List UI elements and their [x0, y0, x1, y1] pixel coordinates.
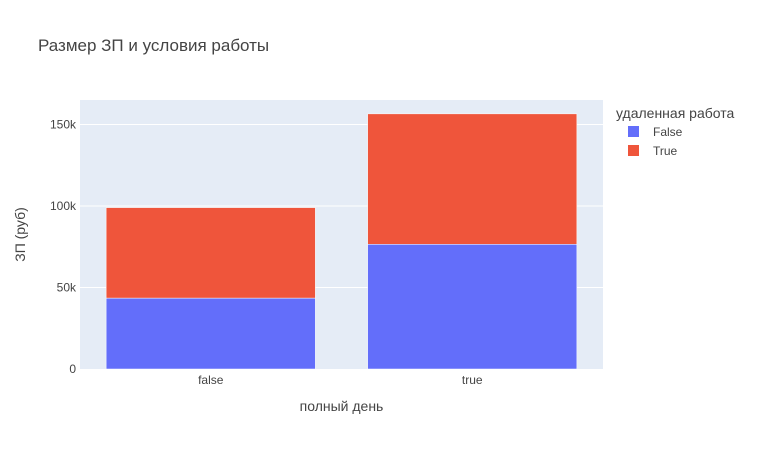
y-tick-label: 0: [69, 362, 76, 376]
legend-label-false: False: [653, 125, 683, 139]
y-tick-label: 100k: [50, 199, 77, 213]
bars: [105, 113, 578, 370]
y-tick-label: 150k: [50, 117, 77, 131]
legend: удаленная работа False True: [616, 105, 734, 158]
x-tick-label: false: [198, 373, 224, 387]
legend-swatch-true: [628, 145, 639, 156]
chart-title: Размер ЗП и условия работы: [38, 36, 269, 55]
legend-swatch-false: [628, 126, 639, 137]
bar-true-false: [367, 244, 578, 370]
legend-items: False True: [628, 125, 683, 158]
y-axis-title: ЗП (руб): [12, 207, 28, 262]
bar-true-true: [367, 113, 578, 245]
legend-title: удаленная работа: [616, 105, 734, 121]
x-tick-label: true: [462, 373, 483, 387]
bar-false-false: [105, 297, 316, 370]
bar-false-true: [105, 207, 316, 299]
tick-labels: 0 50k 100k 150k false true: [50, 117, 483, 387]
legend-label-true: True: [653, 144, 678, 158]
x-axis-title: полный день: [300, 398, 384, 414]
y-tick-label: 50k: [57, 280, 77, 294]
